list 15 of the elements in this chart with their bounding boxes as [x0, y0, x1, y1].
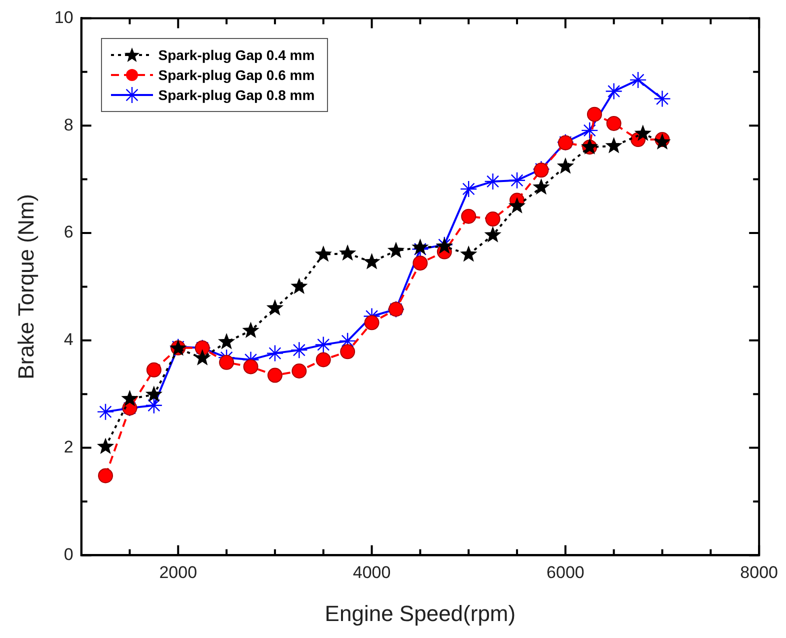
legend-label: Spark-plug Gap 0.4 mm — [158, 47, 315, 64]
x-axis-title: Engine Speed(rpm) — [324, 600, 516, 626]
y-tick-label: 8 — [64, 115, 74, 134]
x-tick-label: 8000 — [740, 563, 778, 582]
legend-label: Spark-plug Gap 0.8 mm — [158, 87, 315, 104]
y-axis-title: Brake Torque (Nm) — [13, 194, 38, 380]
x-tick-label: 4000 — [352, 563, 391, 582]
y-tick-label: 6 — [64, 222, 74, 242]
x-tick-label: 2000 — [159, 563, 198, 582]
y-tick-label: 2 — [64, 437, 74, 456]
y-tick-label: 10 — [54, 8, 74, 27]
y-tick-label: 4 — [64, 330, 74, 350]
y-tick-label: 0 — [64, 544, 74, 564]
legend-label: Spark-plug Gap 0.6 mm — [158, 67, 315, 84]
x-tick-label: 6000 — [546, 563, 584, 582]
